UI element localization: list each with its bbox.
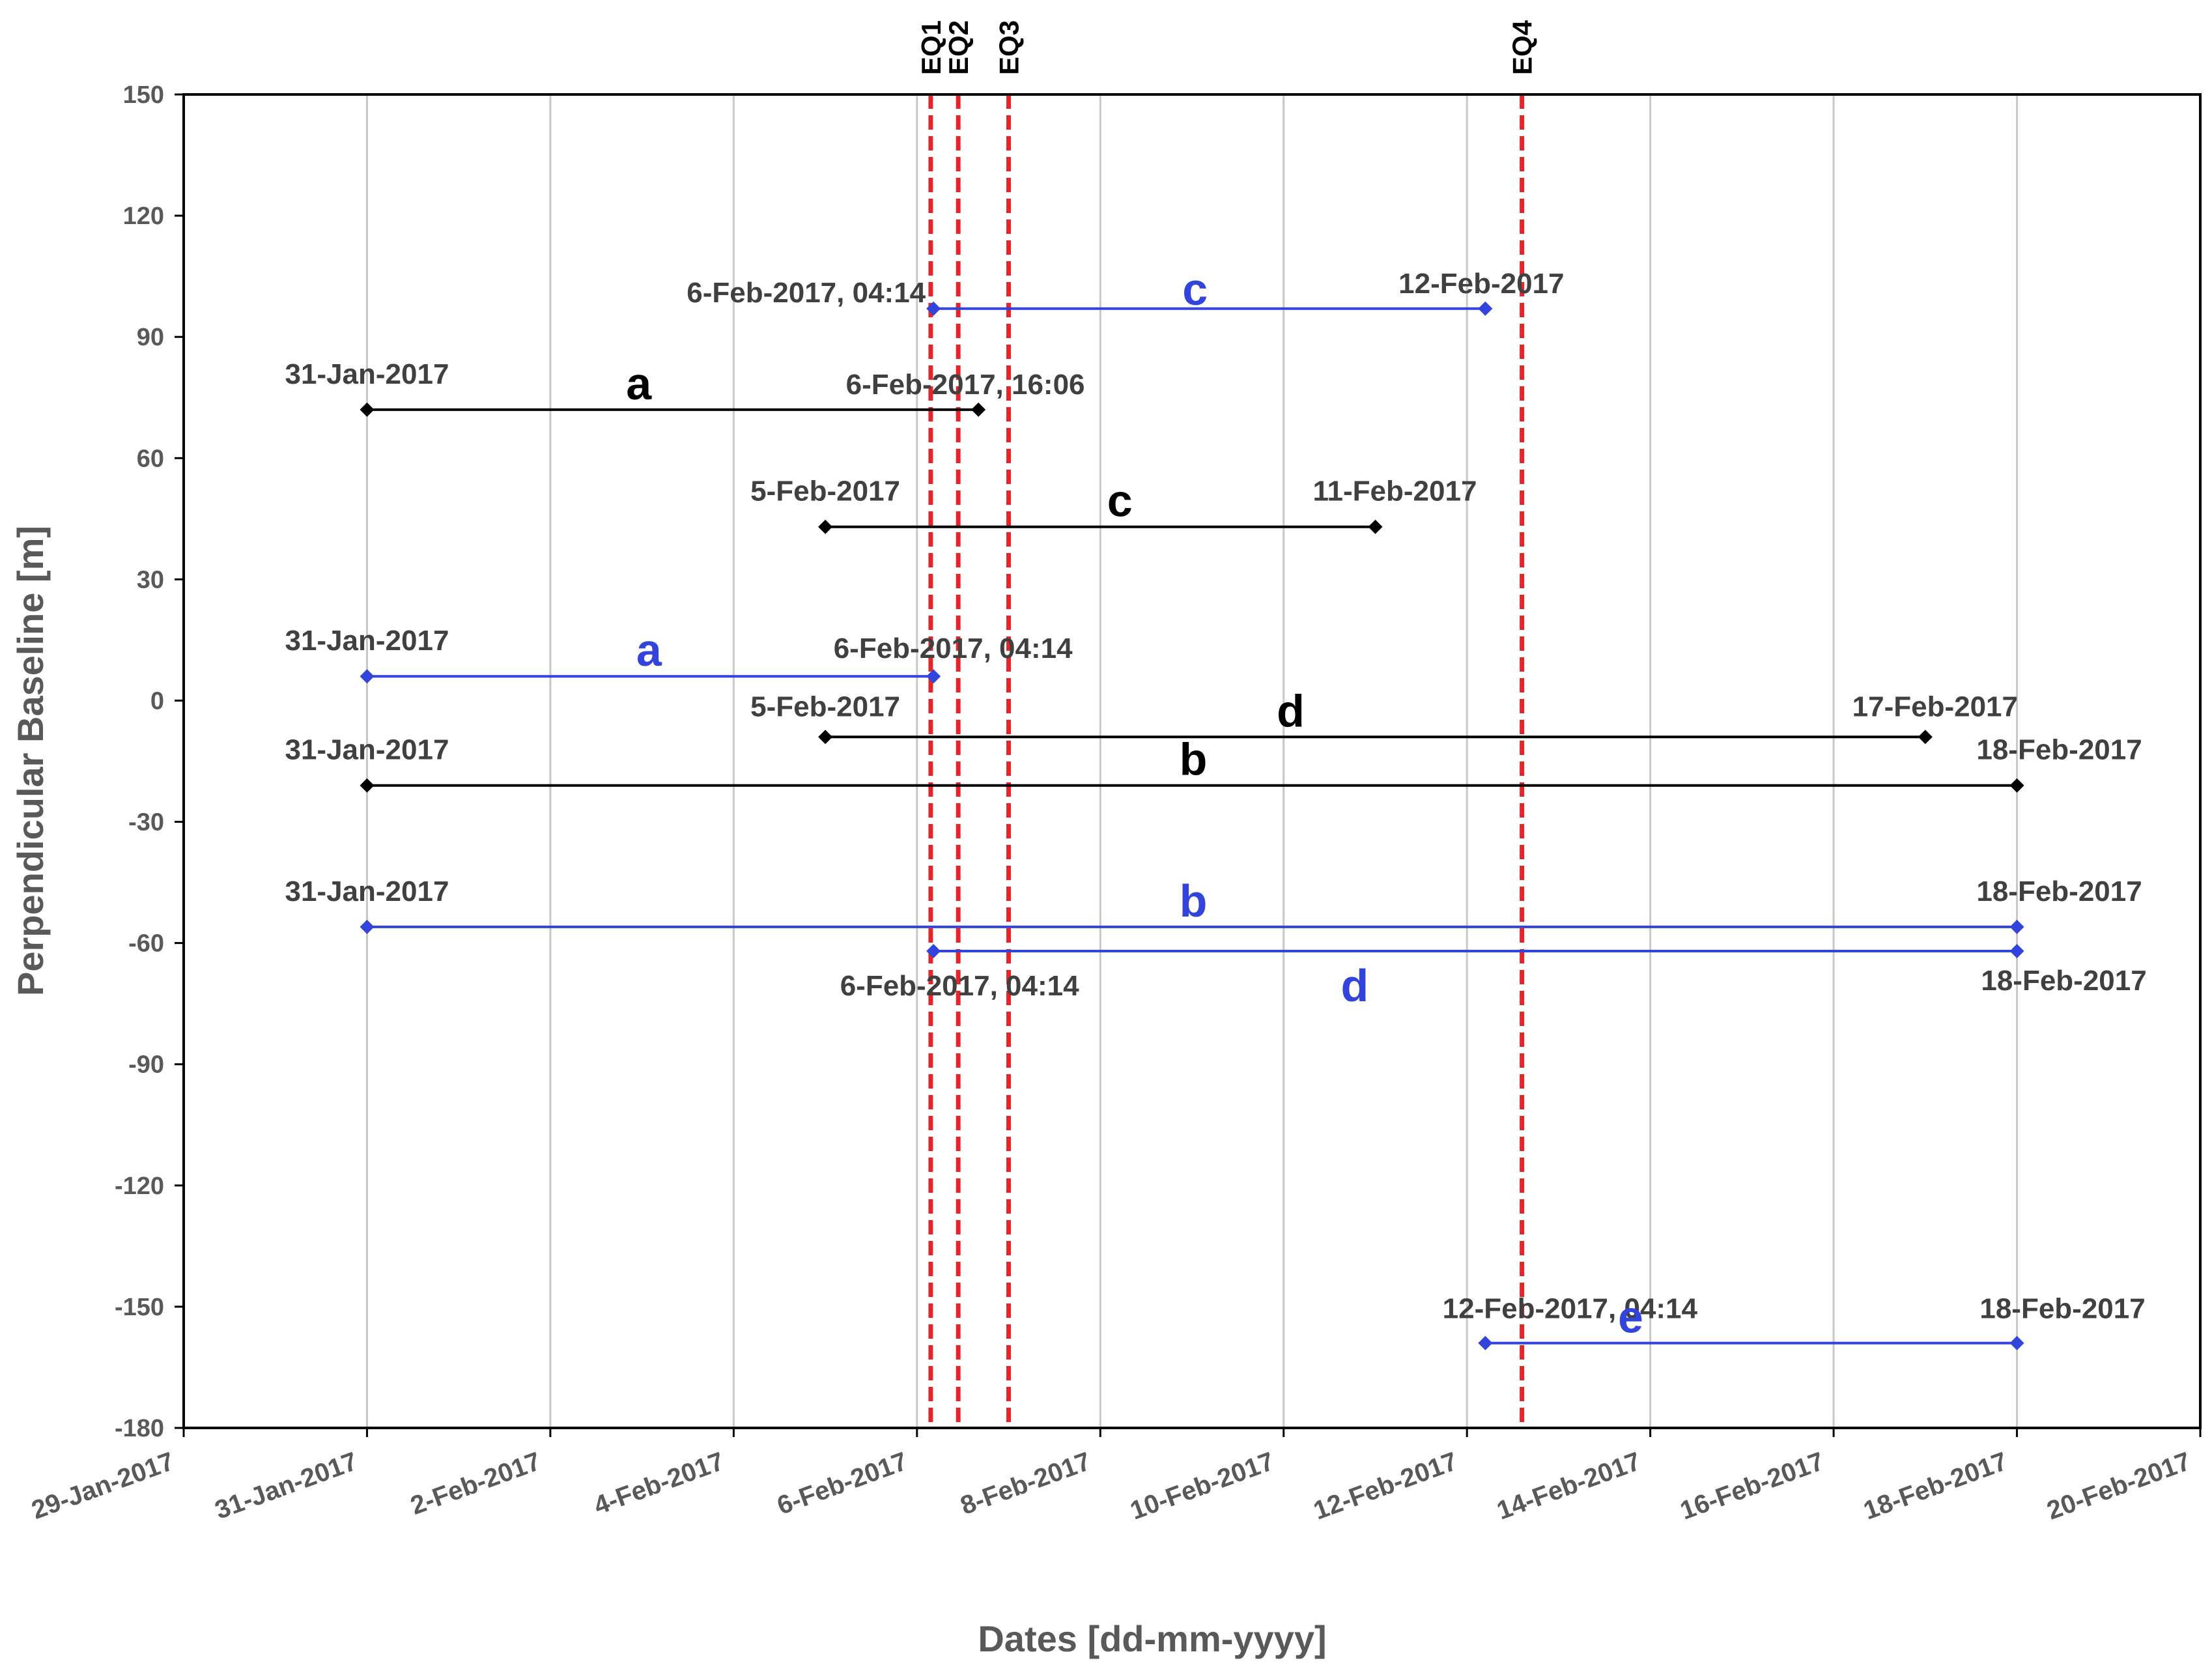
pair-label: a xyxy=(626,358,652,409)
y-tick-label: -60 xyxy=(128,930,164,958)
y-tick-label: 60 xyxy=(137,445,164,472)
y-axis-title: Perpendicular Baseline [m] xyxy=(10,526,51,996)
end-date-label: 11-Feb-2017 xyxy=(1312,476,1477,507)
earthquake-lines xyxy=(928,94,1525,1428)
start-date-label: 5-Feb-2017 xyxy=(750,691,900,722)
y-tick-label: -120 xyxy=(115,1173,164,1200)
y-tick-label: 120 xyxy=(123,203,164,230)
end-date-label: 18-Feb-2017 xyxy=(1979,1293,2145,1325)
x-axis-title: Dates [dd-mm-yyyy] xyxy=(978,1618,1326,1659)
y-tick-label: -90 xyxy=(128,1051,164,1079)
pair-label: c xyxy=(1107,476,1133,526)
start-date-label: 6-Feb-2017, 04:14 xyxy=(687,277,926,309)
pair-label: b xyxy=(1180,876,1208,926)
pair-label: d xyxy=(1277,685,1305,736)
end-date-label: 18-Feb-2017 xyxy=(1976,734,2142,766)
pair-label: d xyxy=(1340,960,1368,1011)
series-marker xyxy=(360,669,375,684)
series-marker xyxy=(2009,778,2024,793)
series-marker xyxy=(971,402,986,417)
series-marker xyxy=(926,301,941,316)
y-tick-label: -30 xyxy=(128,809,164,836)
end-date-label: 18-Feb-2017 xyxy=(1981,965,2146,997)
series-marker xyxy=(818,730,833,745)
series-marker xyxy=(360,402,375,417)
series-marker xyxy=(926,944,941,959)
earthquake-label: EQ3 xyxy=(994,20,1025,75)
start-date-label: 5-Feb-2017 xyxy=(750,476,900,507)
series-marker xyxy=(360,919,375,934)
end-date-label: 18-Feb-2017 xyxy=(1976,876,2142,907)
start-date-label: 31-Jan-2017 xyxy=(285,625,449,657)
pair-label: b xyxy=(1180,734,1208,785)
series-marker xyxy=(1368,519,1383,534)
grid-lines xyxy=(365,94,2019,1428)
y-tick-label: -180 xyxy=(115,1415,164,1442)
pair-label: c xyxy=(1182,264,1208,315)
series-marker xyxy=(1478,1335,1493,1350)
series-marker xyxy=(360,778,375,793)
start-date-label: 6-Feb-2017, 04:14 xyxy=(840,970,1079,1002)
series-marker xyxy=(926,669,941,684)
end-date-label: 12-Feb-2017 xyxy=(1398,268,1564,300)
y-axis-ticks: 150 120 90 60 30 0 -30 -60 -90 -120 -150 -180 xyxy=(115,81,184,1442)
series-marker xyxy=(2009,944,2024,959)
series-marker xyxy=(1918,730,1933,745)
y-tick-label: 90 xyxy=(137,324,164,351)
end-date-label: 6-Feb-2017, 04:14 xyxy=(834,633,1073,664)
y-tick-label: -150 xyxy=(115,1294,164,1321)
series-marker xyxy=(2009,919,2024,934)
series-marker xyxy=(818,519,833,534)
y-tick-label: 0 xyxy=(150,687,164,715)
earthquake-label: EQ1 xyxy=(916,20,946,75)
pair-label: a xyxy=(636,625,662,676)
start-date-label: 12-Feb-2017, 04:14 xyxy=(1443,1293,1698,1325)
plot-area-frame xyxy=(182,93,2202,1429)
series-marker xyxy=(2009,1335,2024,1350)
series-lines xyxy=(360,301,2024,1350)
y-tick-label: 150 xyxy=(123,81,164,109)
end-date-label: 17-Feb-2017 xyxy=(1852,691,2018,722)
earthquake-label: EQ2 xyxy=(943,20,974,75)
start-date-label: 31-Jan-2017 xyxy=(285,358,449,390)
start-date-label: 31-Jan-2017 xyxy=(285,734,449,766)
start-date-label: 31-Jan-2017 xyxy=(285,876,449,907)
y-tick-label: 30 xyxy=(137,566,164,593)
pair-label: e xyxy=(1618,1292,1643,1343)
end-date-label: 6-Feb-2017, 16:06 xyxy=(846,369,1085,401)
earthquake-label: EQ4 xyxy=(1507,20,1538,75)
series-marker xyxy=(1478,301,1493,316)
